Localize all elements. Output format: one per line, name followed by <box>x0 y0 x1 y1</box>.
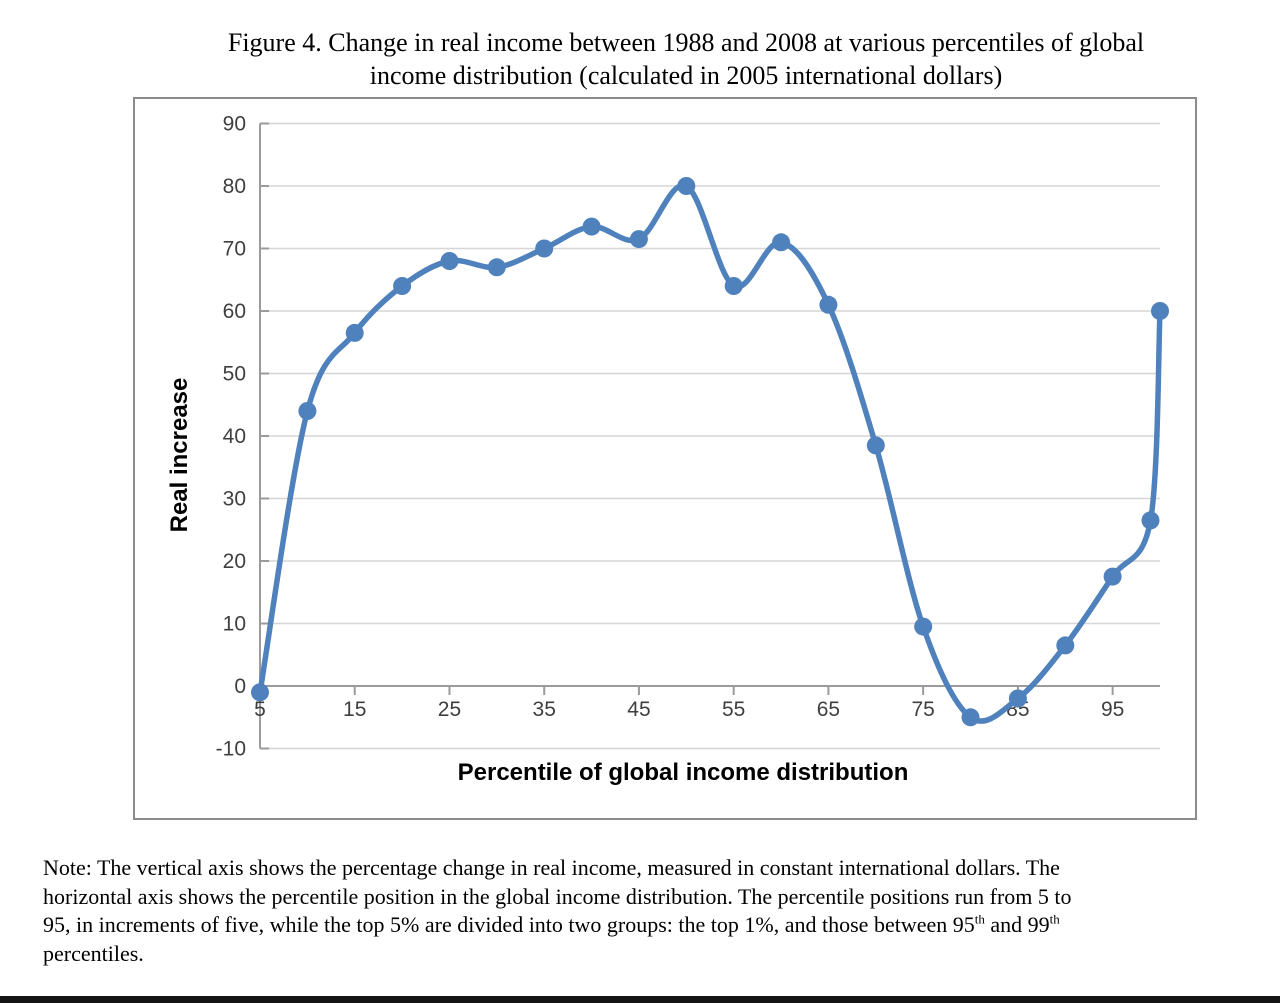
note-superscript-th2: th <box>1049 911 1060 927</box>
y-tick-label: 30 <box>223 488 246 511</box>
data-point <box>1008 689 1027 708</box>
x-tick-label: 95 <box>1101 698 1124 721</box>
note-line2: horizontal axis shows the percentile pos… <box>43 883 1072 909</box>
data-point <box>440 252 459 270</box>
data-point <box>487 258 506 277</box>
data-point <box>866 436 885 455</box>
x-tick-label: 75 <box>911 698 934 721</box>
data-point <box>535 239 554 258</box>
note-line3: 95, in increments of five, while the top… <box>43 911 1218 940</box>
note-line1: Note: The vertical axis shows the percen… <box>43 855 1060 880</box>
y-tick-label: 80 <box>223 175 246 198</box>
data-point <box>961 708 980 727</box>
y-tick-label: 10 <box>223 613 246 636</box>
data-point <box>1141 511 1160 530</box>
data-point <box>298 402 317 420</box>
y-tick-label: 50 <box>223 363 246 386</box>
data-point <box>677 177 696 195</box>
figure-title: Figure 4. Change in real income between … <box>92 26 1280 92</box>
note-line3-text: 95, in increments of five, while the top… <box>43 912 975 937</box>
note-superscript-th: th <box>974 911 985 927</box>
note-line4: percentiles. <box>43 940 144 966</box>
data-point <box>582 217 601 236</box>
x-tick-label: 5 <box>254 698 266 721</box>
y-tick-label: 0 <box>234 675 246 698</box>
data-point <box>1056 636 1075 655</box>
x-axis-title: Percentile of global income distribution <box>458 759 909 786</box>
note-line3-text2: and 99 <box>984 912 1050 937</box>
x-tick-label: 15 <box>343 698 366 721</box>
figure-title-line1: Figure 4. Change in real income between … <box>227 28 1145 57</box>
page-bottom-rule <box>0 996 1280 1003</box>
x-tick-label: 55 <box>722 698 745 721</box>
data-line <box>257 182 1163 724</box>
data-point <box>393 277 412 295</box>
data-point <box>1103 567 1122 586</box>
x-tick-label: 45 <box>627 698 650 721</box>
x-tick-label: 35 <box>533 698 556 721</box>
data-point <box>819 295 838 314</box>
y-axis-title: Real increase <box>166 378 193 533</box>
figure-title-line2: income distribution (calculated in 2005 … <box>369 61 1003 90</box>
y-tick-label: 90 <box>223 113 246 136</box>
y-tick-label: -10 <box>216 738 246 761</box>
data-point <box>629 230 648 249</box>
data-point <box>251 683 269 702</box>
data-point <box>724 277 743 295</box>
chart-frame: -10 0 10 20 30 40 50 60 70 80 90 5 15 25 35 45 55 65 75 85 9… <box>133 97 1197 820</box>
y-tick-label: 20 <box>223 550 246 573</box>
y-tick-label: 70 <box>223 238 246 261</box>
data-point <box>1151 302 1169 320</box>
x-tick-label: 25 <box>438 698 461 721</box>
data-point <box>345 323 364 342</box>
figure-note: Note: The vertical axis shows the percen… <box>43 854 1218 968</box>
y-tick-label: 40 <box>223 425 246 448</box>
x-tick-label: 65 <box>817 698 840 721</box>
data-point <box>914 617 933 636</box>
y-tick-label: 60 <box>223 300 246 323</box>
data-point <box>772 233 791 252</box>
